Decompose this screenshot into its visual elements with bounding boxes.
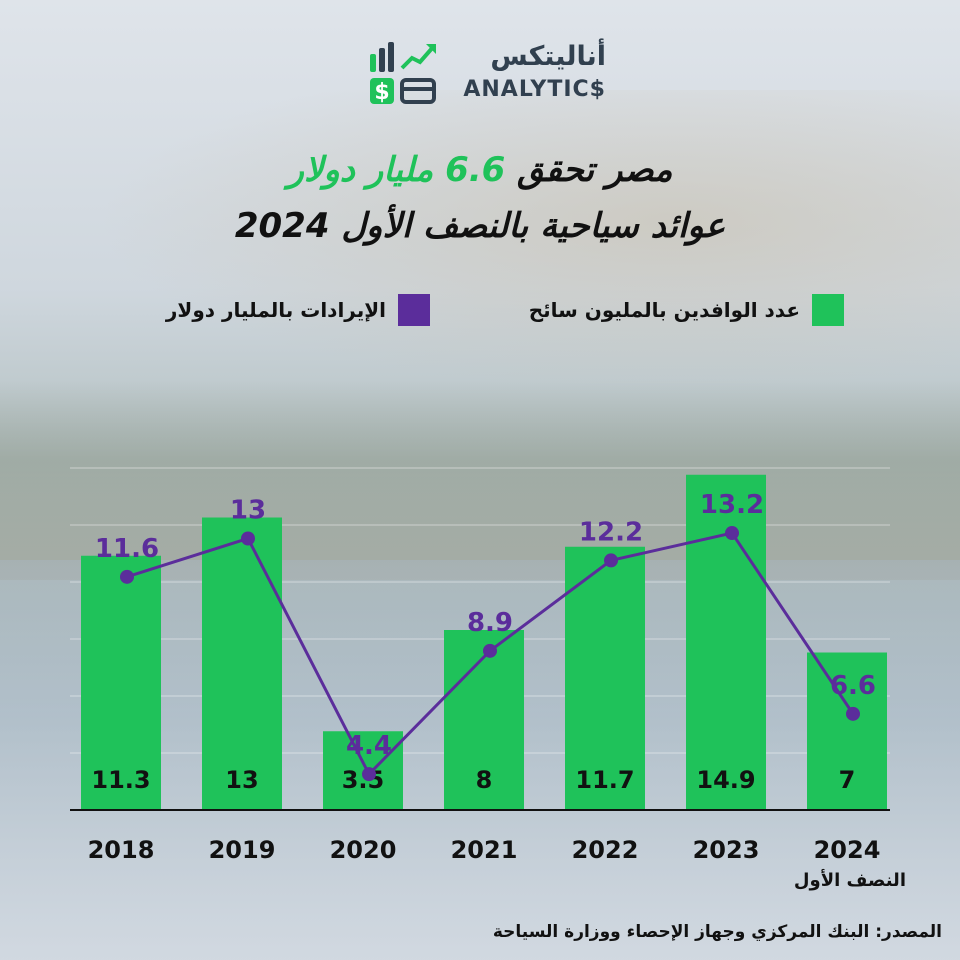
revenue-point-2022 (604, 553, 618, 568)
x-tick-label-2024: 2024 (814, 836, 881, 864)
analytics-logo-icon: $ (370, 42, 436, 105)
bar-arrivals-2023 (686, 474, 766, 810)
chart-title-line1: مصر تحقق 6.6 مليار دولار (80, 150, 880, 190)
revenue-point-2024 (846, 706, 860, 721)
revenue-value-label-2022: 12.2 (579, 517, 643, 547)
background-hill (0, 90, 960, 420)
bar-arrivals-2022 (565, 546, 645, 810)
revenue-value-label-2019: 13 (230, 496, 266, 526)
brand-name-english: ANALYTIC$ (463, 77, 606, 102)
legend-arrivals-label: عدد الوافدين بالمليون سائح (528, 298, 800, 322)
bar-arrivals-2024 (807, 652, 887, 810)
title-highlight: 6.6 مليار دولار (287, 150, 506, 190)
background-land (0, 380, 960, 580)
bar-value-label-2021: 8 (476, 766, 493, 794)
revenue-value-label-2021: 8.9 (467, 608, 513, 638)
revenue-value-label-2020: 4.4 (346, 731, 392, 761)
bar-value-label-2019: 13 (225, 766, 258, 794)
brand-logo: $ أناليتكس ANALYTIC$ (368, 40, 608, 106)
bar-value-label-2024: 7 (839, 766, 856, 794)
legend-revenue: الإيرادات بالمليار دولار (166, 290, 430, 330)
x-tick-label-2019: 2019 (209, 836, 276, 864)
revenue-point-2019 (241, 531, 255, 546)
bar-arrivals-2021 (444, 630, 524, 810)
revenue-value-label-2024: 6.6 (830, 671, 876, 701)
half-year-note: النصف الأول (793, 870, 906, 891)
x-tick-label-2020: 2020 (330, 836, 397, 864)
bar-arrivals-2019 (202, 517, 282, 810)
revenue-value-label-2023: 13.2 (700, 490, 764, 520)
revenue-point-2023 (725, 526, 739, 541)
bar-value-label-2023: 14.9 (696, 766, 755, 794)
x-tick-label-2018: 2018 (88, 836, 155, 864)
svg-text:$: $ (374, 80, 389, 105)
x-tick-label-2023: 2023 (693, 836, 760, 864)
bar-arrivals-2018 (81, 555, 161, 810)
source-note: المصدر: البنك المركزي وجهاز الإحصاء ووزا… (492, 922, 942, 942)
x-tick-label-2022: 2022 (572, 836, 639, 864)
revenue-point-2018 (120, 569, 134, 584)
title-prefix: مصر تحقق (505, 150, 673, 190)
legend-arrivals: عدد الوافدين بالمليون سائح (529, 290, 844, 330)
legend-revenue-swatch (398, 294, 430, 326)
revenue-value-label-2018: 11.6 (95, 534, 159, 564)
bar-value-label-2022: 11.7 (575, 766, 634, 794)
legend-arrivals-swatch (812, 294, 844, 326)
revenue-point-2021 (483, 643, 497, 658)
bar-value-label-2020: 3.5 (342, 766, 385, 794)
revenue-point-2020 (362, 767, 376, 782)
x-tick-label-2021: 2021 (451, 836, 518, 864)
bar-value-label-2018: 11.3 (91, 766, 150, 794)
legend-revenue-label: الإيرادات بالمليار دولار (165, 298, 386, 322)
brand-name-arabic: أناليتكس (490, 41, 606, 72)
chart-title-line2: عوائد سياحية بالنصف الأول 2024 (234, 206, 726, 246)
